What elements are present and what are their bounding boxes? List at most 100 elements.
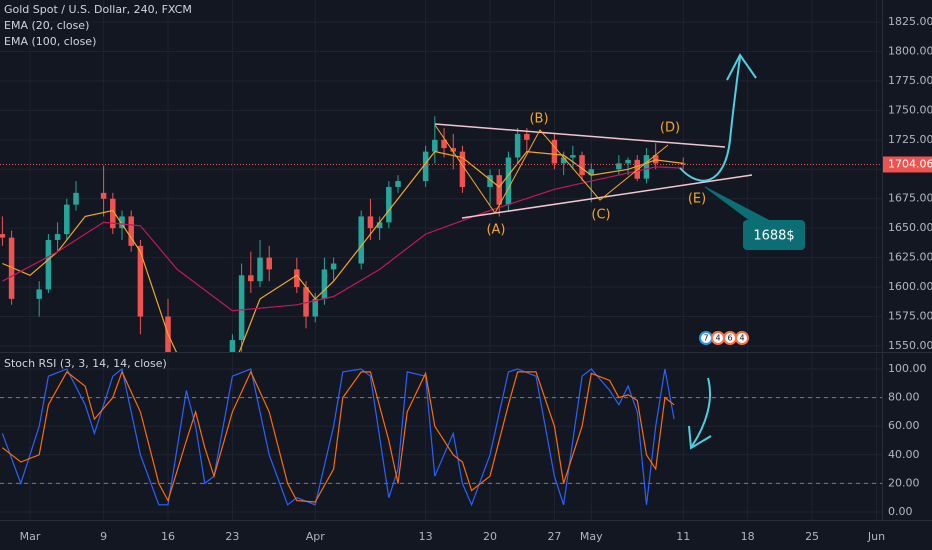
- upper-trendline: [434, 123, 726, 148]
- legend-entry: EMA (20, close): [4, 19, 89, 32]
- candle-body: [312, 298, 318, 317]
- candle-body: [45, 239, 52, 290]
- candle-body: [248, 275, 254, 282]
- lower-trendline: [461, 174, 753, 219]
- candle-body: [367, 216, 374, 229]
- candle-body: [496, 175, 502, 205]
- candle-body: [321, 269, 328, 299]
- candle-body: [570, 155, 576, 158]
- y-tick-label: 1650.00: [888, 221, 932, 234]
- x-tick-label: Jun: [867, 530, 885, 543]
- legend-entry: EMA (100, close): [4, 35, 96, 48]
- x-tick-label: Apr: [306, 530, 326, 543]
- y-tick-label: 1625.00: [888, 251, 932, 264]
- arrow-head: [726, 53, 757, 81]
- grid: [0, 0, 882, 352]
- annotation: (E): [688, 192, 706, 207]
- y-tick-label: 100.00: [888, 362, 927, 375]
- candle-body: [257, 257, 263, 282]
- candle-body: [579, 155, 585, 176]
- candle-body: [652, 155, 659, 164]
- candle-body: [625, 159, 631, 164]
- x-tick-label: 9: [100, 530, 107, 543]
- event-count: 7: [703, 334, 708, 343]
- candle-body: [505, 157, 512, 205]
- stoch-line: [1, 367, 675, 507]
- candle-body: [54, 234, 61, 240]
- candle-body: [137, 245, 144, 317]
- candle-body: [266, 257, 272, 270]
- x-tick-label: 16: [161, 530, 175, 543]
- candle-body: [229, 340, 236, 352]
- y-tick-label: 1550.00: [888, 339, 932, 352]
- event-count: 4: [739, 334, 744, 343]
- stoch-plot: [0, 367, 882, 507]
- candle-body: [376, 222, 383, 229]
- ema-line: [2, 150, 684, 352]
- candle-body: [551, 139, 558, 164]
- x-tick-label: 18: [741, 530, 755, 543]
- ema-line: [2, 166, 684, 312]
- y-tick-label: 1725.00: [888, 133, 932, 146]
- candle-body: [358, 216, 364, 264]
- candle-body: [238, 275, 245, 341]
- stoch-arrow: [691, 377, 712, 447]
- y-tick-label: 1800.00: [888, 44, 932, 57]
- annotation: (A): [486, 223, 505, 238]
- last-price-box: [883, 156, 932, 173]
- candle-body: [588, 169, 595, 176]
- candle-body: [441, 139, 447, 149]
- y-tick-label: 20.00: [888, 476, 920, 489]
- callout-label: 1688$: [753, 229, 794, 244]
- event-count: 6: [727, 334, 732, 343]
- candle-body: [128, 216, 134, 246]
- stoch-line: [2, 370, 675, 503]
- annotation: (D): [660, 121, 680, 136]
- x-tick-label: May: [580, 530, 603, 543]
- candle-body: [294, 269, 300, 288]
- y-tick-label: 0.00: [888, 505, 913, 518]
- wave-zigzag: [434, 124, 669, 214]
- chart-title: Gold Spot / U.S. Dollar, 240, FXCM: [4, 3, 192, 16]
- x-tick-label: Mar: [20, 530, 41, 543]
- x-tick-label: 23: [225, 530, 239, 543]
- drawings: [0, 0, 932, 521]
- candle-body: [514, 133, 521, 158]
- candle-body: [36, 289, 42, 299]
- y-tick-label: 1825.00: [888, 15, 932, 28]
- x-tick-label: 13: [419, 530, 433, 543]
- projection-arrow: [679, 56, 741, 182]
- candle-body: [100, 192, 107, 199]
- y-tick-label: 1575.00: [888, 310, 932, 323]
- candle-body: [680, 163, 687, 165]
- stoch-title: Stoch RSI (3, 3, 14, 14, close): [4, 357, 167, 370]
- candle-body: [386, 186, 392, 223]
- candle-body: [330, 263, 337, 270]
- candle-body: [119, 216, 125, 229]
- candle-body: [487, 175, 493, 187]
- x-tick-label: 11: [676, 530, 690, 543]
- candle-body: [8, 237, 15, 299]
- candle-body: [0, 234, 6, 238]
- candle-body: [643, 155, 650, 179]
- candle-body: [524, 133, 530, 140]
- candle-body: [459, 151, 466, 187]
- candle-body: [450, 148, 456, 152]
- y-tick-label: 1675.00: [888, 192, 932, 205]
- x-tick-label: 20: [483, 530, 497, 543]
- x-tick-label: 25: [805, 530, 819, 543]
- candle-body: [303, 287, 309, 317]
- y-tick-label: 40.00: [888, 448, 920, 461]
- x-tick-label: 27: [547, 530, 561, 543]
- y-tick-label: 1600.00: [888, 280, 932, 293]
- y-tick-label: 60.00: [888, 419, 920, 432]
- candle-body: [422, 151, 429, 182]
- y-tick-label: 80.00: [888, 391, 920, 404]
- callout-box: [743, 220, 805, 250]
- price-plot: [0, 116, 882, 352]
- candle-body: [73, 192, 79, 205]
- candle-body: [616, 163, 622, 170]
- event-count: 4: [715, 334, 720, 343]
- last-price-label: 1704.06: [888, 158, 932, 171]
